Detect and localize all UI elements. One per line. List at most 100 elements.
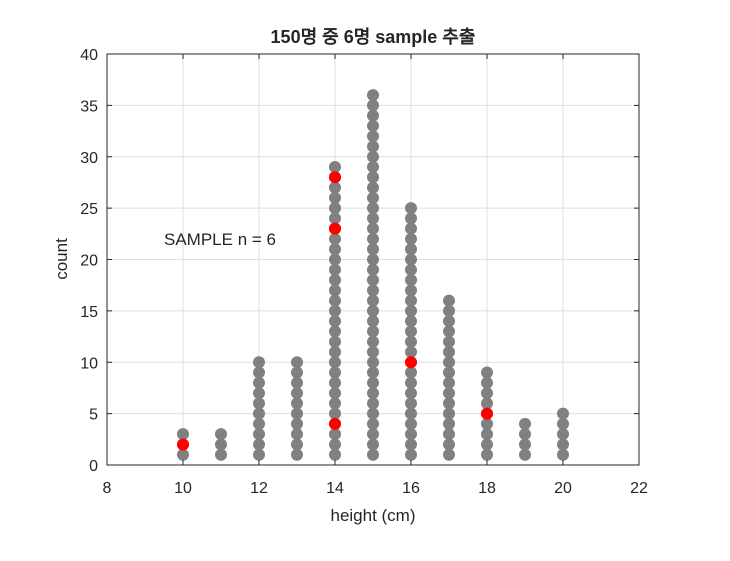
population-dot [329, 376, 341, 389]
population-dot [367, 109, 379, 122]
population-dot [367, 315, 379, 328]
sample-size-annotation: SAMPLE n = 6 [164, 230, 276, 249]
population-dot [291, 417, 303, 430]
population-dot [253, 397, 265, 410]
population-dot [215, 448, 227, 461]
population-dot [443, 366, 455, 379]
population-dot [405, 304, 417, 317]
y-tick-labels: 0 5 10 15 20 25 30 35 40 [80, 47, 98, 475]
y-tick-label: 15 [80, 304, 98, 321]
population-dot [291, 376, 303, 389]
population-dot [329, 253, 341, 266]
population-dot [443, 438, 455, 451]
population-dot [215, 438, 227, 451]
population-dot [481, 438, 493, 451]
population-dot [367, 438, 379, 451]
population-dot [481, 366, 493, 379]
population-dot [329, 294, 341, 307]
sample-dot [329, 222, 341, 235]
population-dot [253, 438, 265, 451]
population-dot [291, 387, 303, 400]
population-dot [367, 119, 379, 132]
population-dot [291, 356, 303, 369]
population-dot [557, 428, 569, 441]
x-tick-labels: 8 10 12 14 16 18 20 22 [103, 480, 648, 497]
population-dot [253, 428, 265, 441]
population-dot [329, 428, 341, 441]
axis-ticks [106, 53, 640, 466]
population-dot [405, 315, 417, 328]
population-dot [557, 438, 569, 451]
population-dot [405, 448, 417, 461]
population-dot [329, 397, 341, 410]
population-dot [367, 294, 379, 307]
population-dot [177, 448, 189, 461]
population-dot [291, 366, 303, 379]
population-dot [329, 232, 341, 245]
population-dot [405, 243, 417, 256]
population-dot [481, 397, 493, 410]
population-dot [367, 212, 379, 225]
population-dot [481, 448, 493, 461]
population-dot [329, 304, 341, 317]
population-dot [443, 387, 455, 400]
sample-dot [329, 417, 341, 430]
population-dot [367, 284, 379, 297]
population-dot [329, 438, 341, 451]
population-dot [367, 181, 379, 194]
population-dot [367, 366, 379, 379]
population-dot [367, 253, 379, 266]
population-dot [443, 417, 455, 430]
x-axis-label: height (cm) [330, 506, 415, 525]
population-dot [291, 397, 303, 410]
population-dot [253, 417, 265, 430]
population-dot [253, 356, 265, 369]
population-dot [367, 232, 379, 245]
population-dot [329, 263, 341, 276]
population-dot [405, 222, 417, 235]
population-dot [329, 387, 341, 400]
y-tick-label: 25 [80, 201, 98, 218]
population-dot [405, 294, 417, 307]
population-dot [405, 366, 417, 379]
population-dot [405, 274, 417, 287]
population-dot [367, 335, 379, 348]
population-dot [253, 407, 265, 420]
x-tick-label: 16 [402, 480, 420, 497]
population-dot [367, 89, 379, 102]
sample-dot [405, 356, 417, 369]
population-dot [405, 232, 417, 245]
population-dot [329, 274, 341, 287]
population-dot [367, 325, 379, 338]
population-dot [367, 202, 379, 215]
population-dot [329, 325, 341, 338]
y-tick-label: 35 [80, 98, 98, 115]
population-dot [405, 284, 417, 297]
population-dot [519, 448, 531, 461]
population-dot [367, 376, 379, 389]
population-dot [329, 315, 341, 328]
population-dot [557, 448, 569, 461]
population-dot [405, 202, 417, 215]
population-dot [367, 304, 379, 317]
population-dot [367, 417, 379, 430]
population-dot [367, 428, 379, 441]
population-dot [481, 376, 493, 389]
y-tick-label: 5 [89, 407, 98, 424]
population-dot [291, 438, 303, 451]
population-dot [253, 366, 265, 379]
population-dot [443, 335, 455, 348]
population-dot [367, 407, 379, 420]
population-dot [405, 428, 417, 441]
population-dot [367, 356, 379, 369]
population-dot [329, 335, 341, 348]
y-tick-label: 30 [80, 150, 98, 167]
population-dot [367, 397, 379, 410]
population-dot [443, 356, 455, 369]
population-dot [405, 253, 417, 266]
population-dot [291, 428, 303, 441]
population-dot [405, 407, 417, 420]
sample-dot [329, 171, 341, 184]
population-dot [443, 315, 455, 328]
